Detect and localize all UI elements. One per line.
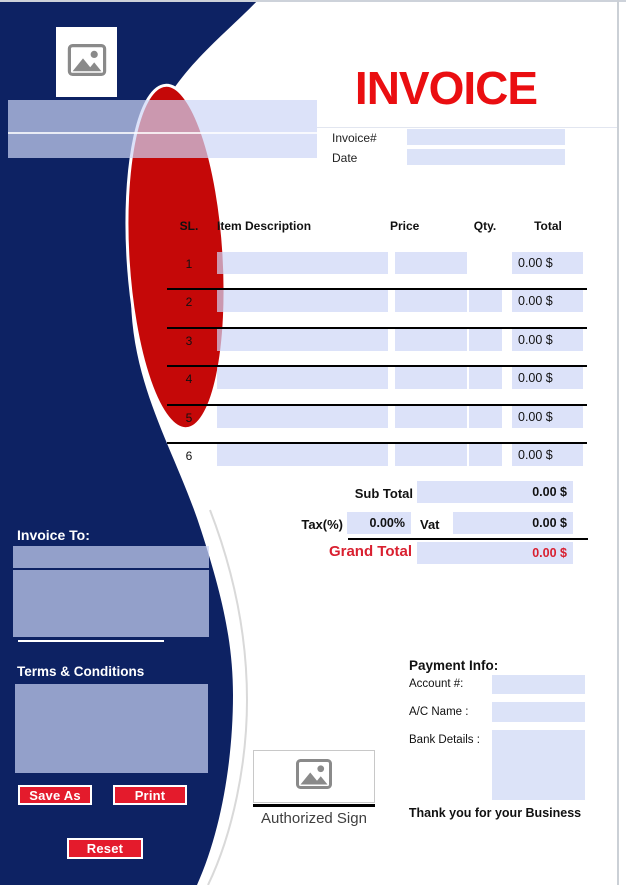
tax-field[interactable]: 0.00% bbox=[347, 512, 411, 534]
invoice-to-label: Invoice To: bbox=[17, 527, 90, 543]
invoice-number-field[interactable] bbox=[407, 129, 565, 145]
row-sl: 1 bbox=[185, 257, 193, 271]
date-label: Date bbox=[332, 151, 358, 165]
right-border-line bbox=[617, 0, 619, 885]
page-title: INVOICE bbox=[354, 62, 538, 114]
account-number-field[interactable] bbox=[492, 675, 585, 694]
row-total-value: 0.00 $ bbox=[512, 252, 583, 274]
vat-label: Vat bbox=[420, 517, 440, 532]
table-row-divider bbox=[167, 288, 587, 290]
authorized-sign-label: Authorized Sign bbox=[261, 810, 367, 827]
company-name-field[interactable] bbox=[8, 100, 317, 132]
invoice-to-underline bbox=[18, 640, 164, 642]
top-border-line bbox=[0, 0, 626, 2]
shadow-arc bbox=[207, 509, 249, 885]
row-sl: 2 bbox=[185, 295, 193, 309]
column-header-price: Price bbox=[390, 219, 420, 233]
item-description-field[interactable] bbox=[217, 329, 388, 351]
table-row-divider bbox=[167, 404, 587, 406]
tax-label: Tax(%) bbox=[301, 517, 343, 532]
price-field[interactable] bbox=[395, 406, 467, 428]
grand-total-label: Grand Total bbox=[328, 543, 412, 560]
image-placeholder-icon bbox=[295, 759, 333, 794]
price-field[interactable] bbox=[395, 444, 467, 466]
qty-field[interactable] bbox=[469, 290, 502, 312]
image-placeholder-icon bbox=[67, 43, 107, 81]
column-header-total: Total bbox=[534, 219, 562, 233]
price-field[interactable] bbox=[395, 252, 467, 274]
row-total-value: 0.00 $ bbox=[512, 329, 583, 351]
signature-underline bbox=[253, 804, 375, 807]
subtotal-value: 0.00 $ bbox=[417, 481, 573, 503]
row-total-value: 0.00 $ bbox=[512, 444, 583, 466]
qty-field[interactable] bbox=[469, 329, 502, 351]
signature-image-placeholder[interactable] bbox=[253, 750, 375, 803]
row-total-value: 0.00 $ bbox=[512, 406, 583, 428]
invoice-to-address-field[interactable] bbox=[13, 570, 209, 637]
save-as-button[interactable]: Save As bbox=[18, 785, 92, 805]
print-button[interactable]: Print bbox=[113, 785, 187, 805]
price-field[interactable] bbox=[395, 290, 467, 312]
price-field[interactable] bbox=[395, 367, 467, 389]
thank-you-text: Thank you for your Business bbox=[408, 806, 582, 820]
row-total-value: 0.00 $ bbox=[512, 290, 583, 312]
price-field[interactable] bbox=[395, 329, 467, 351]
bank-details-label: Bank Details : bbox=[409, 734, 480, 746]
terms-field[interactable] bbox=[15, 684, 208, 773]
qty-field[interactable] bbox=[469, 444, 502, 466]
table-row-divider bbox=[167, 442, 587, 444]
qty-field[interactable] bbox=[469, 406, 502, 428]
ac-name-field[interactable] bbox=[492, 702, 585, 722]
table-row-divider bbox=[167, 365, 587, 367]
row-total-value: 0.00 $ bbox=[512, 367, 583, 389]
company-band-divider bbox=[8, 132, 317, 134]
item-description-field[interactable] bbox=[217, 406, 388, 428]
date-field[interactable] bbox=[407, 149, 565, 165]
company-logo-placeholder[interactable] bbox=[56, 27, 117, 97]
bank-details-field[interactable] bbox=[492, 730, 585, 800]
company-tagline-field[interactable] bbox=[8, 134, 317, 158]
row-sl: 3 bbox=[185, 334, 193, 348]
ac-name-label: A/C Name : bbox=[409, 706, 469, 718]
terms-label: Terms & Conditions bbox=[17, 664, 145, 679]
reset-button[interactable]: Reset bbox=[67, 838, 143, 859]
navy-side-shape bbox=[0, 0, 258, 885]
invoice-to-name-field[interactable] bbox=[13, 546, 209, 568]
item-description-field[interactable] bbox=[217, 367, 388, 389]
item-description-field[interactable] bbox=[217, 252, 388, 274]
company-info-band bbox=[8, 100, 317, 158]
qty-field[interactable] bbox=[469, 367, 502, 389]
vat-value: 0.00 $ bbox=[453, 512, 573, 534]
column-header-qty: Qty. bbox=[473, 219, 497, 233]
row-sl: 6 bbox=[185, 449, 193, 463]
column-header-sl: SL. bbox=[179, 219, 199, 233]
invoice-number-label: Invoice# bbox=[332, 131, 377, 145]
item-description-field[interactable] bbox=[217, 444, 388, 466]
grand-total-divider bbox=[348, 538, 588, 540]
item-description-field[interactable] bbox=[217, 290, 388, 312]
row-sl: 4 bbox=[185, 372, 193, 386]
grand-total-value: 0.00 $ bbox=[417, 542, 573, 564]
row-sl: 5 bbox=[185, 411, 193, 425]
subtotal-label: Sub Total bbox=[354, 486, 413, 501]
table-row-divider bbox=[167, 327, 587, 329]
column-header-description: Item Description bbox=[217, 219, 312, 233]
row-gridline bbox=[317, 127, 617, 128]
account-number-label: Account #: bbox=[409, 678, 464, 690]
payment-info-title: Payment Info: bbox=[409, 658, 499, 673]
